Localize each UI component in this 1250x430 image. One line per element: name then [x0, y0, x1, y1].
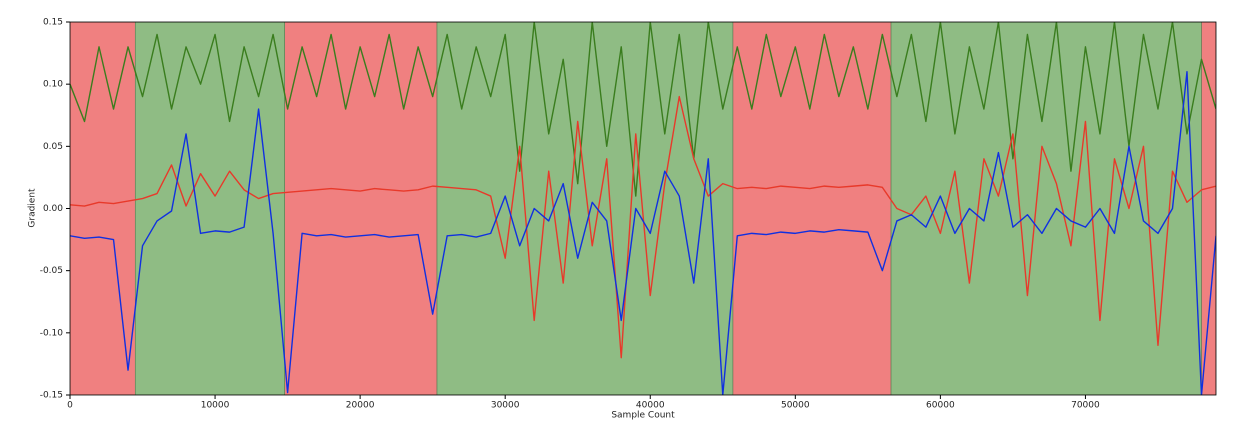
x-tick-label: 20000 [346, 401, 375, 411]
span [436, 22, 734, 395]
y-tick-label: 0.00 [43, 204, 63, 214]
y-axis-label: Gradient [28, 188, 38, 228]
x-tick-label: 40000 [636, 401, 665, 411]
x-tick-label: 10000 [201, 401, 230, 411]
x-tick-label: 30000 [491, 401, 520, 411]
x-tick-label: 70000 [1071, 401, 1100, 411]
y-tick-label: 0.05 [43, 142, 63, 152]
y-tick-label: -0.05 [40, 266, 63, 276]
y-tick-label: 0.10 [43, 80, 63, 90]
y-tick-label: -0.10 [40, 328, 64, 338]
y-tick-label: -0.15 [40, 391, 63, 401]
span [284, 22, 438, 395]
x-tick-label: 0 [67, 401, 73, 411]
series-line [70, 71, 1216, 395]
span [732, 22, 892, 395]
plot-area [70, 22, 1216, 395]
series-line [70, 22, 1216, 197]
span [134, 22, 285, 395]
span [1201, 22, 1216, 395]
x-tick-label: 60000 [926, 401, 955, 411]
y-tick-label: 0.15 [43, 18, 63, 28]
span [70, 22, 136, 395]
x-tick-label: 50000 [781, 401, 810, 411]
span [890, 22, 1202, 395]
series-line [70, 95, 1216, 359]
x-axis-label: Sample Count [611, 411, 675, 421]
